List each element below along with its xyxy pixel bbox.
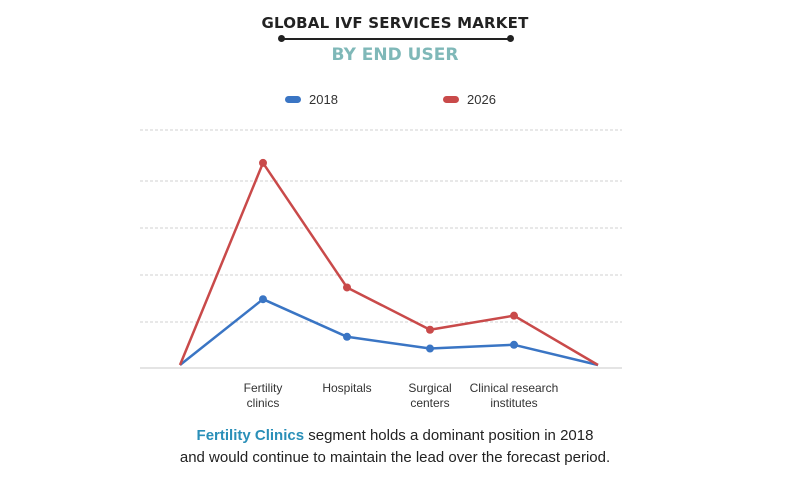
series-line-2018	[179, 297, 599, 367]
data-point-2026	[510, 311, 518, 320]
x-tick-label: Fertility clinics	[243, 381, 283, 410]
legend-item-2018: 2018	[285, 92, 338, 107]
legend-item-2026: 2026	[443, 92, 496, 107]
data-point-2018	[510, 340, 518, 349]
x-tick-label: Hospitals	[322, 381, 372, 395]
data-point-2026	[259, 158, 267, 167]
x-tick-label: Surgical centers	[408, 381, 452, 410]
chart-title: GLOBAL IVF SERVICES MARKET	[261, 14, 529, 32]
caption-line2: and would continue to maintain the lead …	[179, 449, 611, 466]
legend-label-2026: 2026	[467, 92, 496, 107]
caption-line1: segment holds a dominant position in 201…	[304, 427, 594, 444]
chart-subtitle: BY END USER	[331, 45, 459, 65]
data-point-2018	[259, 295, 267, 304]
legend-label-2018: 2018	[309, 92, 338, 107]
legend-swatch-2026	[443, 96, 459, 103]
divider-dot-left	[278, 35, 285, 42]
caption-highlight: Fertility Clinics	[196, 427, 305, 444]
chart-caption: Fertility Clinics segment holds a domina…	[0, 425, 790, 469]
data-point-2026	[343, 283, 351, 292]
x-tick-label: Clinical research institutes	[469, 381, 559, 410]
legend-swatch-2018	[285, 96, 301, 103]
data-point-2018	[343, 332, 351, 341]
data-point-2026	[426, 325, 434, 334]
title-divider	[281, 38, 511, 40]
series-line-2026	[178, 161, 599, 367]
divider-dot-right	[507, 35, 514, 42]
data-point-2018	[426, 344, 434, 353]
